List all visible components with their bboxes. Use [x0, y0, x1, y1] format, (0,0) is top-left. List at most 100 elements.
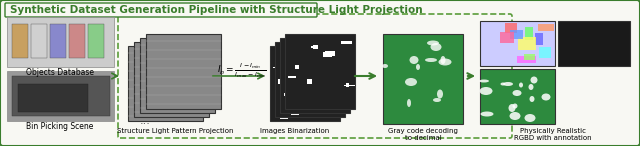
Ellipse shape	[438, 59, 451, 66]
Bar	[311, 76, 318, 78]
Bar	[324, 95, 335, 100]
Ellipse shape	[519, 82, 523, 87]
Bar	[134, 42, 209, 117]
Ellipse shape	[382, 64, 388, 68]
Ellipse shape	[513, 90, 522, 96]
Ellipse shape	[479, 87, 493, 95]
Bar	[500, 32, 514, 43]
Bar	[69, 24, 85, 58]
Bar	[12, 76, 110, 116]
Ellipse shape	[416, 64, 420, 70]
Bar	[323, 52, 332, 57]
Bar	[302, 105, 306, 110]
Bar	[558, 21, 630, 66]
Bar	[341, 41, 352, 44]
Bar	[12, 24, 28, 58]
Bar	[315, 79, 323, 84]
Ellipse shape	[427, 40, 439, 46]
Bar	[296, 83, 299, 88]
Text: Images Binarization: Images Binarization	[260, 128, 330, 134]
Text: $I_n = \frac{I - I_{min}}{I_{max} - I_{min}}$: $I_n = \frac{I - I_{min}}{I_{max} - I_{m…	[217, 62, 267, 80]
Text: Physically Realistic
RGBD with annotation: Physically Realistic RGBD with annotatio…	[514, 128, 592, 141]
Bar	[303, 76, 314, 77]
Bar	[318, 86, 329, 90]
Ellipse shape	[433, 98, 441, 102]
Bar	[525, 27, 533, 40]
Bar	[278, 79, 283, 84]
Bar	[18, 84, 88, 112]
Bar	[383, 34, 463, 124]
Text: Objects Database: Objects Database	[26, 68, 94, 77]
Ellipse shape	[531, 77, 538, 84]
Ellipse shape	[503, 82, 513, 86]
Text: Bin Picking Scene: Bin Picking Scene	[26, 122, 93, 131]
FancyBboxPatch shape	[5, 3, 317, 17]
Bar	[285, 75, 296, 79]
Bar	[88, 24, 104, 58]
Ellipse shape	[500, 82, 506, 86]
Bar	[535, 33, 543, 45]
Ellipse shape	[410, 56, 419, 64]
Text: Gray code decoding
to decimal: Gray code decoding to decimal	[388, 128, 458, 141]
Ellipse shape	[440, 56, 445, 64]
Ellipse shape	[541, 93, 550, 100]
Ellipse shape	[437, 89, 443, 99]
Bar	[295, 65, 299, 69]
Bar	[314, 58, 317, 61]
Bar	[311, 46, 315, 48]
Ellipse shape	[407, 99, 411, 107]
Ellipse shape	[431, 43, 442, 51]
Bar	[282, 77, 290, 78]
Bar	[279, 72, 283, 76]
Bar	[31, 24, 47, 58]
Ellipse shape	[529, 96, 534, 102]
Bar	[317, 59, 325, 63]
Bar	[524, 54, 535, 60]
Ellipse shape	[479, 80, 489, 82]
Bar	[285, 34, 355, 109]
Bar	[140, 38, 215, 113]
Bar	[280, 38, 350, 113]
FancyBboxPatch shape	[7, 17, 114, 67]
Bar	[518, 37, 536, 50]
Bar	[325, 51, 335, 56]
Bar	[275, 42, 345, 117]
Ellipse shape	[529, 84, 534, 90]
Bar	[336, 47, 345, 52]
Bar	[318, 82, 325, 84]
Bar	[480, 69, 555, 124]
Bar	[341, 60, 350, 65]
Ellipse shape	[509, 112, 520, 120]
Ellipse shape	[425, 58, 437, 62]
Ellipse shape	[513, 104, 518, 108]
Bar	[270, 46, 340, 121]
Bar	[298, 94, 303, 97]
Bar	[314, 94, 320, 95]
Text: Synthetic Dataset Generation Pipeline with Structure Light Projection: Synthetic Dataset Generation Pipeline wi…	[10, 5, 422, 15]
Bar	[346, 83, 349, 87]
Bar	[302, 65, 310, 70]
Text: ...: ...	[140, 116, 150, 126]
Bar	[146, 34, 221, 109]
Ellipse shape	[525, 114, 536, 122]
Text: Structure Light Pattern Projection: Structure Light Pattern Projection	[116, 128, 233, 134]
Bar	[292, 74, 302, 75]
Bar	[284, 93, 293, 96]
Bar	[505, 23, 517, 33]
Bar	[273, 67, 281, 68]
Bar	[293, 58, 304, 61]
Bar	[313, 45, 318, 49]
Bar	[280, 115, 288, 119]
Bar	[323, 83, 331, 87]
Ellipse shape	[405, 78, 417, 86]
Bar	[309, 96, 320, 99]
Bar	[510, 30, 523, 39]
FancyBboxPatch shape	[7, 71, 114, 121]
Bar	[538, 24, 554, 31]
Bar	[307, 79, 312, 84]
Ellipse shape	[509, 104, 515, 112]
Ellipse shape	[481, 112, 493, 117]
Bar	[517, 56, 536, 63]
Bar	[291, 110, 299, 115]
Bar	[287, 66, 295, 71]
